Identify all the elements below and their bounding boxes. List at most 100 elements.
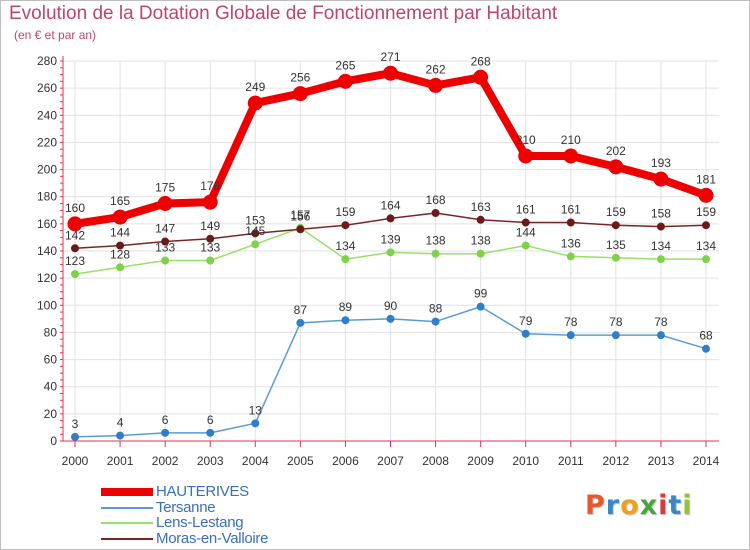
y-tick-label: 220 xyxy=(37,135,57,149)
data-point xyxy=(702,255,710,264)
data-label: 4 xyxy=(117,416,124,430)
data-point xyxy=(566,331,575,340)
data-point xyxy=(702,344,710,353)
data-label: 138 xyxy=(426,234,446,248)
x-tick-label: 2002 xyxy=(152,454,179,468)
data-point xyxy=(386,248,395,257)
data-point xyxy=(341,316,350,325)
data-label: 134 xyxy=(335,239,355,253)
data-label: 144 xyxy=(516,226,536,240)
x-tick-label: 2000 xyxy=(62,454,89,468)
data-point xyxy=(251,229,260,238)
x-tick-label: 2004 xyxy=(242,454,269,468)
series-moras-en-valloire xyxy=(71,209,710,253)
data-label: 13 xyxy=(249,403,263,417)
data-label: 156 xyxy=(290,209,310,223)
series-lens-lestang xyxy=(71,223,710,279)
data-point xyxy=(67,216,83,232)
data-label: 139 xyxy=(380,232,400,246)
data-point xyxy=(566,252,575,261)
data-label: 134 xyxy=(651,239,671,253)
data-label: 128 xyxy=(110,247,130,261)
data-label: 175 xyxy=(155,181,175,195)
data-label: 68 xyxy=(699,329,713,343)
proxiti-logo: Proxiti xyxy=(585,490,693,521)
legend-label: Lens-Lestang xyxy=(156,514,244,531)
grid-layer xyxy=(63,60,719,441)
data-point xyxy=(611,331,620,340)
chart-subtitle: (en € et par an) xyxy=(14,28,97,42)
data-point xyxy=(161,256,170,265)
data-label: 159 xyxy=(606,205,626,219)
data-point xyxy=(476,215,485,224)
data-point xyxy=(386,314,395,323)
data-point xyxy=(116,263,125,272)
data-point xyxy=(428,77,444,93)
logo-letter: r xyxy=(605,490,621,521)
data-label: 193 xyxy=(651,156,671,170)
data-label: 153 xyxy=(245,213,265,227)
data-label: 78 xyxy=(564,315,578,329)
y-tick-label: 120 xyxy=(37,271,57,285)
data-label: 271 xyxy=(380,50,400,64)
data-point xyxy=(251,240,260,249)
data-label: 161 xyxy=(561,203,581,217)
data-point xyxy=(431,249,440,258)
data-label: 79 xyxy=(519,314,533,328)
y-tick-label: 180 xyxy=(37,190,57,204)
data-label: 147 xyxy=(155,222,175,236)
data-label: 159 xyxy=(696,205,716,219)
data-label: 181 xyxy=(696,172,716,186)
y-tick-label: 160 xyxy=(37,217,57,231)
x-tick-label: 2011 xyxy=(558,454,584,468)
data-label: 157 xyxy=(290,208,310,222)
data-label: 138 xyxy=(471,234,491,248)
data-point xyxy=(518,148,534,164)
data-point xyxy=(383,65,398,81)
logo-letter: x xyxy=(639,490,659,521)
data-point xyxy=(476,249,485,258)
data-point xyxy=(611,253,620,262)
legend-swatch xyxy=(101,506,153,509)
data-label: 78 xyxy=(654,315,668,329)
data-point xyxy=(702,221,710,230)
data-point xyxy=(251,419,260,428)
data-point xyxy=(431,317,440,326)
data-label: 163 xyxy=(471,200,491,214)
y-tick-label: 0 xyxy=(50,434,57,448)
data-label: 89 xyxy=(339,300,353,314)
x-tick-label: 2001 xyxy=(107,454,134,468)
y-tick-label: 200 xyxy=(37,163,57,177)
logo-letter: o xyxy=(620,490,640,521)
logo-letter: P xyxy=(585,490,606,521)
data-label: 202 xyxy=(606,144,626,158)
data-point xyxy=(206,428,215,437)
data-label: 265 xyxy=(335,58,355,72)
data-label: 88 xyxy=(429,302,443,316)
data-point xyxy=(341,255,350,264)
data-point xyxy=(71,244,79,253)
data-label: 168 xyxy=(426,193,446,207)
data-point xyxy=(521,241,530,250)
data-label: 99 xyxy=(474,287,488,301)
y-tick-label: 60 xyxy=(44,353,58,367)
chart-title: Evolution de la Dotation Globale de Fonc… xyxy=(9,3,558,24)
data-point xyxy=(71,432,79,441)
data-point xyxy=(431,209,440,217)
data-point xyxy=(386,214,395,223)
data-point xyxy=(698,187,714,203)
x-tick-label: 2009 xyxy=(467,454,494,468)
y-tick-label: 260 xyxy=(37,81,57,95)
data-label: 6 xyxy=(162,413,169,427)
data-label: 87 xyxy=(294,303,308,317)
series-tersanne xyxy=(71,302,710,441)
data-label: 268 xyxy=(471,54,491,68)
data-label: 6 xyxy=(207,413,214,427)
data-label: 158 xyxy=(651,207,671,221)
data-label: 134 xyxy=(696,239,716,253)
data-label: 144 xyxy=(110,226,130,240)
data-point xyxy=(206,234,215,243)
data-point xyxy=(206,256,215,265)
data-label: 123 xyxy=(65,254,85,268)
data-point xyxy=(71,270,79,279)
